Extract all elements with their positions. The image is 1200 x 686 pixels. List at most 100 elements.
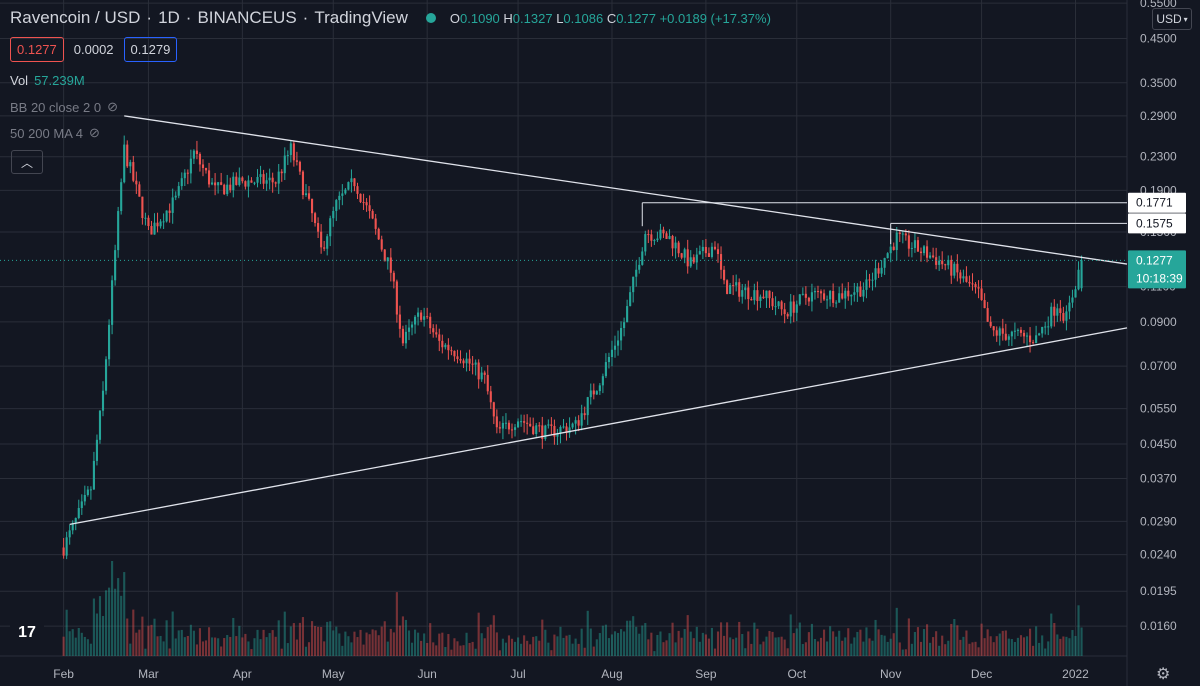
gear-icon[interactable]: ⚙ [1156, 666, 1171, 683]
volume-bar [298, 622, 301, 656]
volume-bar [114, 588, 117, 656]
candle-body [114, 250, 117, 281]
bb-legend[interactable]: BB 20 close 2 0 ⊘ [10, 99, 118, 115]
candle-body [392, 272, 395, 282]
candle-body [317, 223, 320, 232]
candle-body [198, 154, 202, 165]
volume-bar [529, 644, 532, 656]
candle-body [638, 264, 641, 270]
collapse-legend-button[interactable]: ︿ [11, 150, 43, 174]
candle-body [1056, 308, 1059, 316]
candle-body [516, 421, 520, 428]
volume-bar [829, 626, 832, 656]
volume-bar [623, 631, 626, 656]
candle-body [995, 330, 998, 336]
volume-bar [947, 640, 950, 656]
volume-bar [471, 641, 474, 656]
volume-bar [1007, 638, 1010, 656]
candle-body [659, 229, 662, 239]
volume-bar [374, 630, 377, 656]
buy-button[interactable]: 0.1279 [123, 37, 178, 62]
volume-bar [211, 637, 214, 656]
candle-body [732, 285, 735, 287]
candle-body [410, 324, 414, 328]
candle-body [944, 264, 947, 266]
candle-body [186, 172, 189, 174]
candle-body [947, 259, 950, 266]
candle-body [232, 176, 235, 191]
volume-bar [410, 642, 414, 656]
candle-body [859, 286, 862, 297]
volume-bar [526, 640, 529, 656]
candle-body [886, 253, 889, 259]
volume-bar [89, 643, 92, 656]
eye-hidden-icon[interactable]: ⊘ [107, 99, 118, 114]
currency-select[interactable]: USD ▾ [1152, 8, 1192, 30]
candle-body [813, 291, 817, 293]
sell-button[interactable]: 0.1277 [10, 37, 64, 62]
candle-body [229, 184, 232, 191]
candle-body [562, 426, 565, 428]
volume-bar [1059, 638, 1062, 656]
volume-bar [201, 641, 205, 656]
last-price-tag-box [1128, 250, 1186, 271]
volume-bar [513, 641, 517, 656]
volume-bar [510, 638, 514, 656]
volume-bar [241, 637, 244, 656]
candle-body [592, 390, 595, 395]
volume-bar [771, 631, 774, 656]
volume-bar [420, 640, 423, 656]
candle-body [544, 425, 547, 439]
candle-body [259, 174, 262, 177]
candle-body [447, 344, 450, 351]
candle-body [62, 547, 65, 556]
candle-body [138, 184, 141, 197]
volume-bar [735, 637, 738, 656]
candle-body [380, 239, 383, 250]
tradingview-logo-icon[interactable]: 17 [10, 620, 44, 646]
volume-bar [689, 631, 692, 656]
volume-bar [580, 628, 583, 656]
candle-body [816, 291, 820, 293]
candle-body [962, 276, 965, 279]
candle-body [98, 410, 102, 440]
ohlc-values: O0.1090 H0.1327 L0.1086 C0.1277 +0.0189 … [449, 10, 771, 26]
exchange: BINANCEUS [197, 8, 297, 27]
volume-bar [680, 637, 683, 656]
volume-bar [983, 638, 986, 656]
candle-body [762, 296, 765, 299]
volume-bar [571, 643, 574, 656]
eye-hidden-icon[interactable]: ⊘ [89, 125, 100, 140]
volume-bar [938, 645, 941, 656]
interval[interactable]: 1D [158, 8, 180, 27]
symbol-name[interactable]: Ravencoin / USD [10, 8, 141, 27]
candle-body [771, 298, 774, 307]
candle-body [135, 180, 138, 185]
candle-body [141, 196, 144, 219]
candle-body [129, 162, 132, 167]
volume-bar [141, 616, 144, 656]
candle-body [835, 302, 838, 304]
candle-body [559, 426, 562, 434]
candle-body [792, 301, 795, 313]
candle-body [680, 253, 683, 258]
volume-bar [692, 638, 695, 656]
candle-body [538, 425, 541, 427]
volume-bar [898, 642, 901, 656]
x-tick-label: May [322, 667, 345, 681]
candle-body [747, 287, 750, 300]
candle-body [604, 362, 607, 377]
ma-legend[interactable]: 50 200 MA 4 ⊘ [10, 125, 100, 141]
volume-bar [759, 644, 762, 656]
volume-bar [389, 628, 392, 656]
candle-body [301, 171, 305, 195]
candle-body [613, 345, 617, 350]
candle-body [629, 292, 632, 307]
volume-bar [753, 622, 756, 656]
volume-bar [959, 639, 962, 656]
candle-body [292, 143, 295, 161]
volume-bar [68, 631, 71, 656]
volume-bar [792, 633, 795, 656]
candle-body [486, 374, 489, 392]
